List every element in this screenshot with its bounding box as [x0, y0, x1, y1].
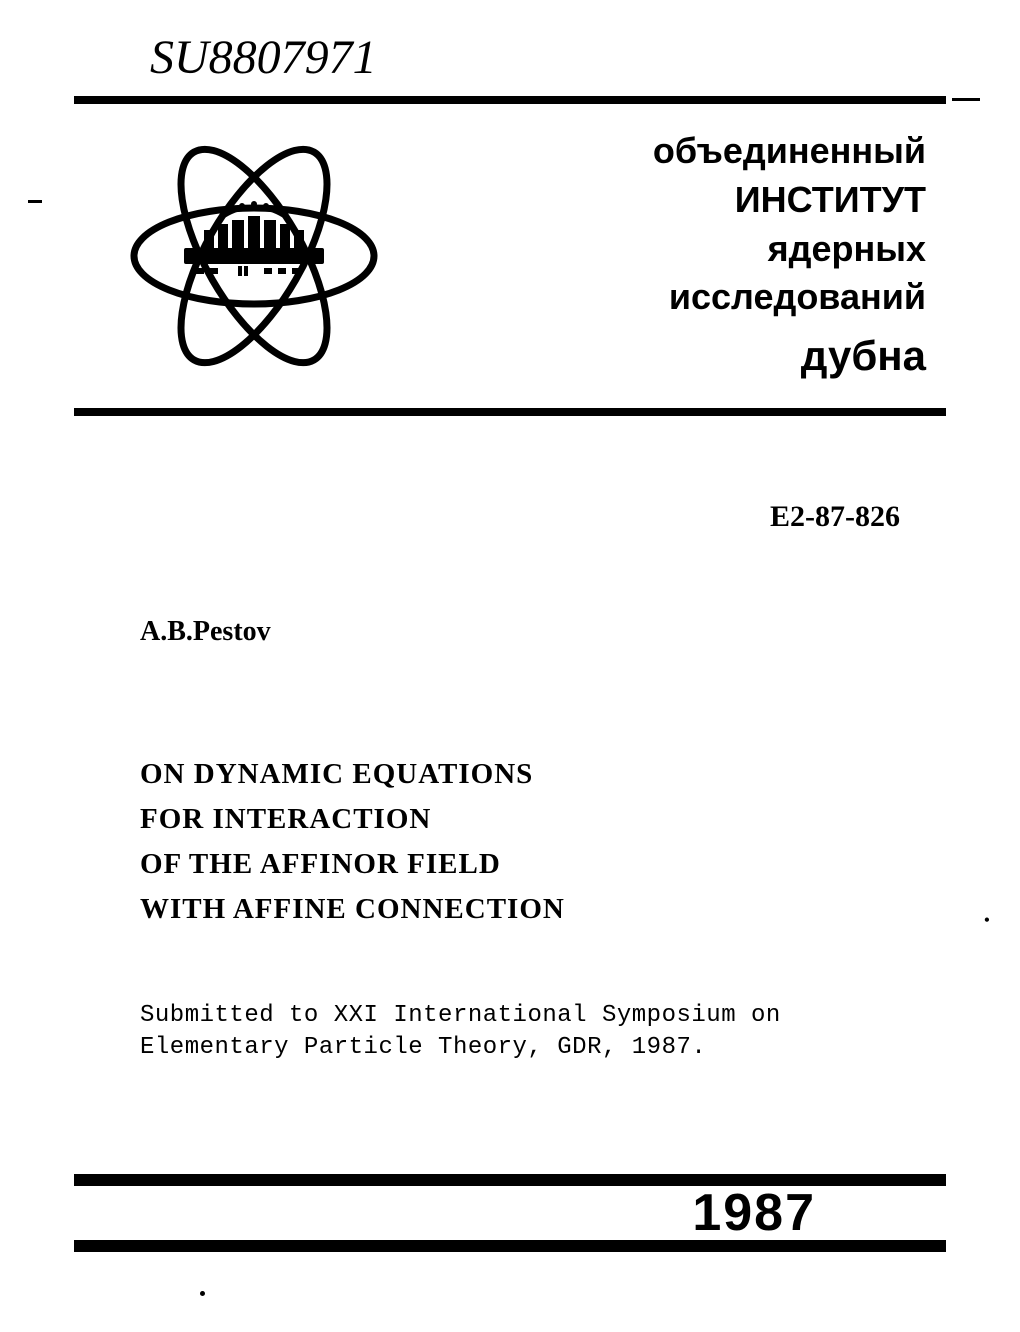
paper-title: ON DYNAMIC EQUATIONS FOR INTERACTION OF …	[140, 752, 565, 932]
header-band: объединенный ИНСТИТУТ ядерных исследован…	[74, 96, 946, 416]
institute-line-5: дубна	[394, 328, 926, 385]
submitted-note: Submitted to XXI International Symposium…	[140, 1000, 781, 1065]
scan-artifact-left	[28, 200, 42, 203]
footer-band: 1987	[74, 1174, 946, 1252]
publication-year: 1987	[692, 1183, 816, 1243]
submitted-line-1: Submitted to XXI International Symposium…	[140, 1002, 781, 1029]
institute-line-2: ИНСТИТУТ	[394, 176, 926, 225]
title-line-4: WITH AFFINE CONNECTION	[140, 887, 565, 932]
scan-artifact-right: •	[984, 910, 990, 931]
title-line-1: ON DYNAMIC EQUATIONS	[140, 752, 565, 797]
institute-line-3: ядерных	[394, 225, 926, 274]
scan-artifact-dot	[200, 1291, 205, 1296]
title-line-2: FOR INTERACTION	[140, 797, 565, 842]
submitted-line-2: Elementary Particle Theory, GDR, 1987.	[140, 1034, 706, 1061]
author: A.B.Pestov	[140, 616, 271, 648]
institute-line-4: исследований	[394, 273, 926, 322]
institute-logo	[114, 116, 394, 396]
institute-line-1: объединенный	[394, 127, 926, 176]
scan-artifact-tick	[952, 98, 980, 101]
title-line-3: OF THE AFFINOR FIELD	[140, 842, 565, 887]
handwritten-id: SU8807971	[150, 30, 377, 85]
report-number: E2-87-826	[770, 500, 900, 534]
institute-name: объединенный ИНСТИТУТ ядерных исследован…	[394, 127, 946, 384]
